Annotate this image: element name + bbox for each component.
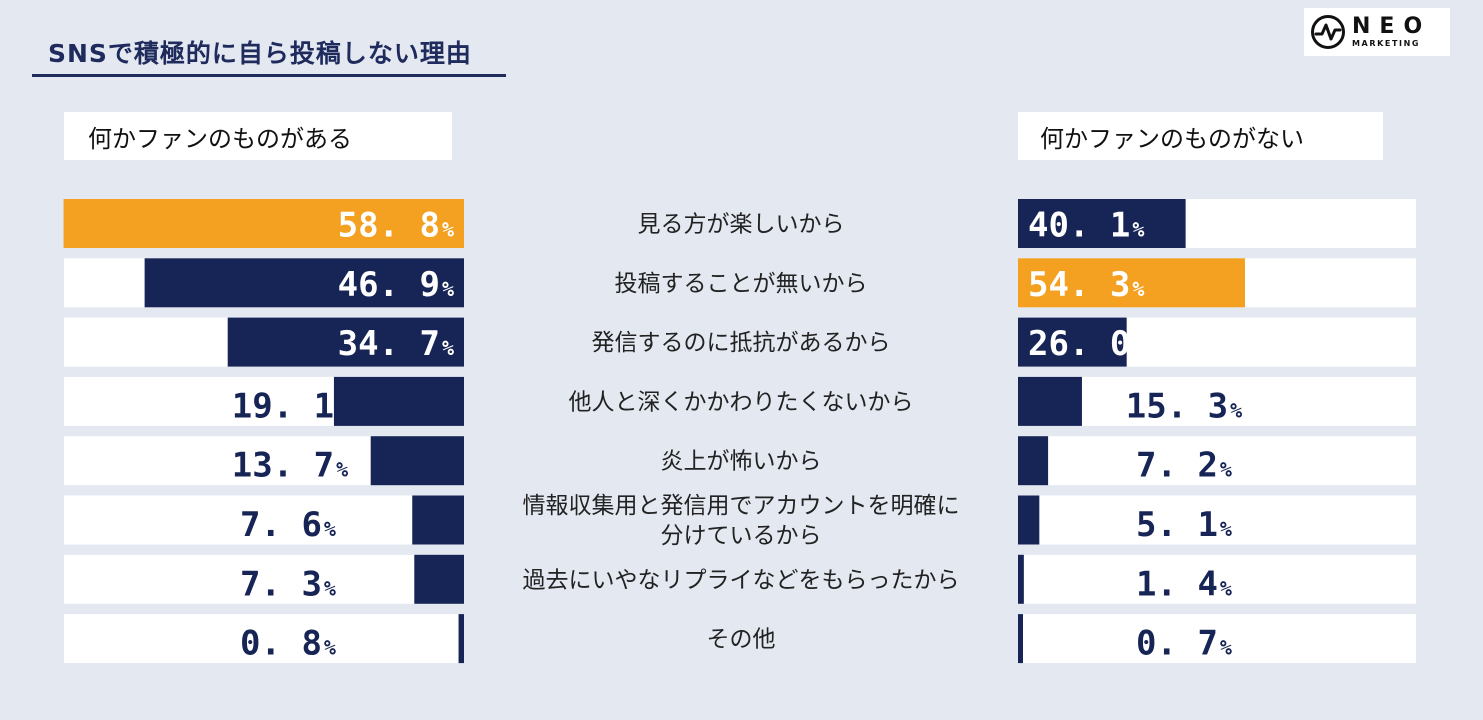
category-label: 炎上が怖いから [661, 449, 822, 475]
bar-right [1018, 258, 1245, 308]
bar-left [333, 376, 464, 426]
bar-value-left: 13. 7% [232, 446, 348, 486]
bar-value-right: 1. 4% [1136, 564, 1232, 604]
bar-left [458, 614, 464, 664]
bar-left [414, 554, 464, 604]
page-title: SNSで積極的に自ら投稿しない理由 [48, 39, 472, 68]
bar-track-right [1018, 436, 1416, 486]
bar-value-left: 7. 3% [240, 564, 336, 604]
bar-left [412, 495, 464, 545]
bar-track-right [1018, 614, 1416, 664]
bar-value-right: 26. 0% [1028, 324, 1144, 364]
bar-left [63, 199, 465, 248]
bar-right [1018, 376, 1082, 426]
bar-left [227, 317, 464, 367]
bar-left [144, 258, 464, 308]
category-label: 見る方が楽しいから [638, 212, 845, 238]
series-header-left: 何かファンのものがある [64, 112, 452, 160]
bar-right [1018, 495, 1040, 545]
bar-right [1018, 199, 1186, 248]
bar-right [1018, 614, 1023, 664]
category-label: その他 [707, 627, 776, 653]
bar-right [1018, 554, 1024, 604]
bar-value-right: 40. 1% [1028, 206, 1144, 246]
bar-value-right: 15. 3% [1126, 386, 1242, 426]
title-underline [32, 74, 506, 77]
bar-value-left: 58. 8% [338, 206, 454, 246]
bar-value-left: 46. 9% [338, 265, 454, 305]
bar-value-left: 34. 7% [338, 324, 454, 364]
bar-right [1018, 317, 1127, 367]
bar-value-left: 19. 1% [232, 386, 348, 426]
logo-subtext: MARKETING [1352, 39, 1421, 48]
bar-track-left [64, 554, 464, 604]
category-label: 分けているから [661, 523, 822, 549]
bar-value-right: 54. 3% [1028, 265, 1144, 305]
category-label: 過去にいやなリプライなどをもらったから [523, 567, 960, 593]
category-label: 発信するのに抵抗があるから [592, 330, 891, 356]
series-header-right: 何かファンのものがない [1018, 112, 1383, 160]
brand-logo: NEO MARKETING [1304, 8, 1450, 56]
category-label: 情報収集用と発信用でアカウントを明確に [523, 493, 960, 519]
pulse-logo-icon [1311, 15, 1345, 49]
bar-track-left [64, 495, 464, 545]
category-label: 他人と深くかかわりたくないから [569, 389, 914, 415]
bar-track-right [1018, 495, 1416, 545]
logo-wordmark: NEO [1352, 14, 1432, 39]
bar-value-right: 7. 2% [1136, 446, 1232, 486]
bar-value-left: 0. 8% [240, 624, 336, 664]
bar-track-right [1018, 554, 1416, 604]
bar-value-right: 0. 7% [1136, 624, 1232, 664]
bar-value-right: 5. 1% [1136, 505, 1232, 545]
bar-left [370, 436, 464, 486]
bar-track-left [64, 614, 464, 664]
bar-right [1018, 436, 1049, 486]
bar-track-right [1018, 376, 1416, 426]
bar-value-left: 7. 6% [240, 505, 336, 545]
category-label: 投稿することが無いから [615, 271, 868, 297]
